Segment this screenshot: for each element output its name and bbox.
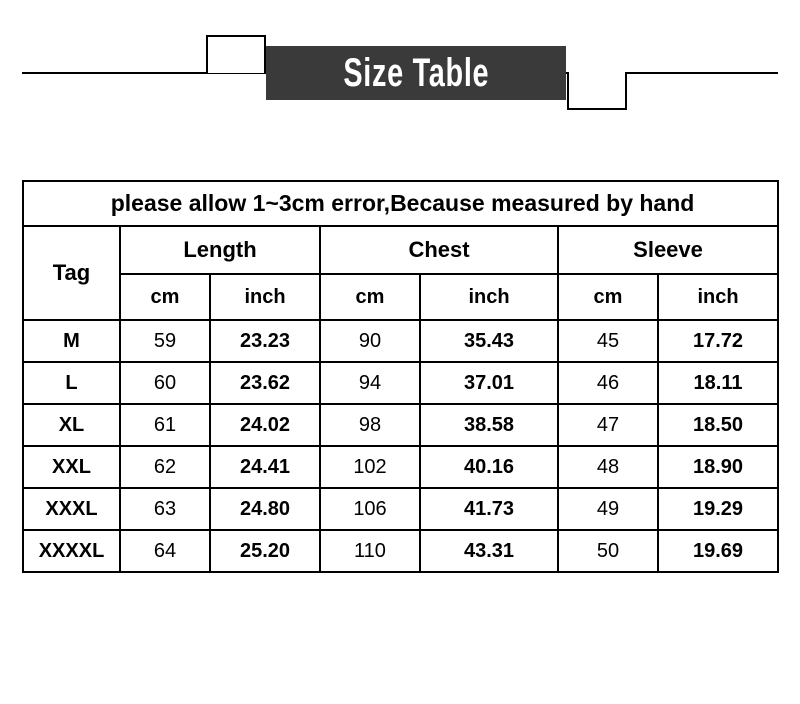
cell-sleeve-inch: 17.72	[658, 320, 778, 362]
cell-tag: XXXL	[23, 488, 120, 530]
cell-chest-cm: 98	[320, 404, 420, 446]
cell-chest-cm: 90	[320, 320, 420, 362]
size-chart-page: Size Table please allow 1~3cm error,Beca…	[0, 0, 800, 704]
cell-sleeve-cm: 48	[558, 446, 658, 488]
cell-chest-inch: 38.58	[420, 404, 558, 446]
header-row-1: Tag Length Chest Sleeve	[23, 226, 778, 274]
title-tab-left	[206, 35, 266, 73]
cell-chest-cm: 110	[320, 530, 420, 572]
cell-chest-cm: 106	[320, 488, 420, 530]
cell-length-inch: 25.20	[210, 530, 320, 572]
cell-length-inch: 24.41	[210, 446, 320, 488]
length-inch: inch	[210, 274, 320, 320]
chest-inch: inch	[420, 274, 558, 320]
cell-sleeve-cm: 49	[558, 488, 658, 530]
header-row-2: cm inch cm inch cm inch	[23, 274, 778, 320]
cell-length-inch: 23.62	[210, 362, 320, 404]
cell-tag: XXL	[23, 446, 120, 488]
cell-length-inch: 24.02	[210, 404, 320, 446]
col-tag: Tag	[23, 226, 120, 320]
cell-length-cm: 62	[120, 446, 210, 488]
cell-sleeve-cm: 50	[558, 530, 658, 572]
cell-length-cm: 64	[120, 530, 210, 572]
cell-sleeve-inch: 18.11	[658, 362, 778, 404]
title-banner: Size Table	[266, 46, 566, 100]
cell-chest-inch: 37.01	[420, 362, 558, 404]
cell-tag: M	[23, 320, 120, 362]
table-row: M5923.239035.434517.72	[23, 320, 778, 362]
size-table: please allow 1~3cm error,Because measure…	[22, 180, 779, 573]
cell-chest-inch: 43.31	[420, 530, 558, 572]
cell-sleeve-cm: 47	[558, 404, 658, 446]
table-row: XXXXL6425.2011043.315019.69	[23, 530, 778, 572]
cell-length-cm: 60	[120, 362, 210, 404]
cell-chest-cm: 102	[320, 446, 420, 488]
col-length: Length	[120, 226, 320, 274]
size-table-wrap: please allow 1~3cm error,Because measure…	[22, 180, 778, 573]
cell-chest-inch: 41.73	[420, 488, 558, 530]
table-row: XXL6224.4110240.164818.90	[23, 446, 778, 488]
title-text: Size Table	[343, 51, 489, 96]
cell-sleeve-cm: 45	[558, 320, 658, 362]
cell-sleeve-inch: 18.90	[658, 446, 778, 488]
cell-sleeve-inch: 18.50	[658, 404, 778, 446]
sleeve-cm: cm	[558, 274, 658, 320]
cell-tag: L	[23, 362, 120, 404]
note-row: please allow 1~3cm error,Because measure…	[23, 181, 778, 226]
cell-sleeve-inch: 19.69	[658, 530, 778, 572]
col-sleeve: Sleeve	[558, 226, 778, 274]
cell-length-inch: 23.23	[210, 320, 320, 362]
table-row: L6023.629437.014618.11	[23, 362, 778, 404]
chest-cm: cm	[320, 274, 420, 320]
cell-length-cm: 59	[120, 320, 210, 362]
size-table-body: M5923.239035.434517.72L6023.629437.01461…	[23, 320, 778, 572]
cell-length-cm: 61	[120, 404, 210, 446]
cell-sleeve-cm: 46	[558, 362, 658, 404]
cell-tag: XL	[23, 404, 120, 446]
col-chest: Chest	[320, 226, 558, 274]
cell-chest-inch: 40.16	[420, 446, 558, 488]
note-text: please allow 1~3cm error,Because measure…	[23, 181, 778, 226]
cell-chest-inch: 35.43	[420, 320, 558, 362]
title-banner-area: Size Table	[0, 0, 800, 120]
cell-length-cm: 63	[120, 488, 210, 530]
length-cm: cm	[120, 274, 210, 320]
sleeve-inch: inch	[658, 274, 778, 320]
title-tab-right	[567, 72, 627, 110]
cell-sleeve-inch: 19.29	[658, 488, 778, 530]
table-row: XXXL6324.8010641.734919.29	[23, 488, 778, 530]
table-row: XL6124.029838.584718.50	[23, 404, 778, 446]
cell-length-inch: 24.80	[210, 488, 320, 530]
cell-chest-cm: 94	[320, 362, 420, 404]
cell-tag: XXXXL	[23, 530, 120, 572]
